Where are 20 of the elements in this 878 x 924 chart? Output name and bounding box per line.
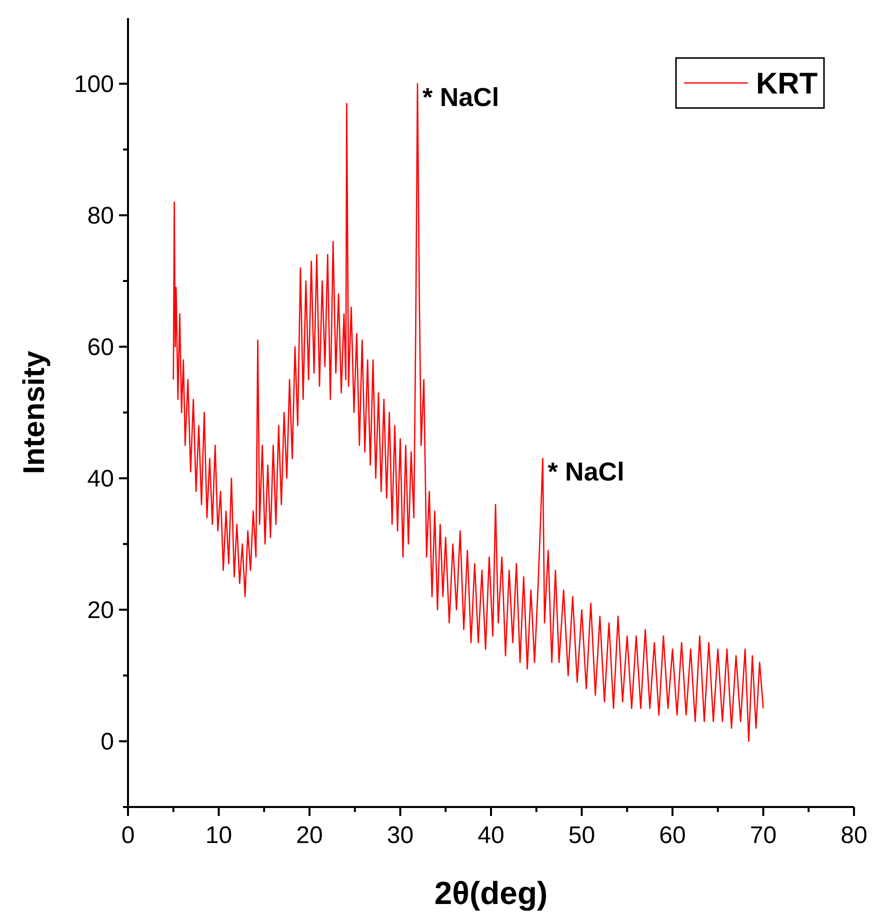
annotation: * NaCl: [422, 82, 500, 112]
y-tick-label: 100: [74, 71, 114, 98]
y-tick-label: 0: [100, 728, 114, 756]
x-tick-label: 60: [659, 822, 686, 849]
x-tick-label: 0: [121, 822, 135, 849]
x-tick-label: 50: [568, 822, 596, 849]
y-tick-label: 60: [87, 334, 114, 362]
x-tick-label: 40: [478, 822, 504, 849]
y-tick-label: 80: [87, 202, 114, 230]
x-tick-label: 20: [296, 822, 323, 849]
legend-label: KRT: [756, 68, 818, 100]
x-tick-label: 80: [840, 822, 868, 849]
y-tick-label: 20: [87, 597, 114, 624]
x-tick-label: 10: [205, 822, 232, 849]
y-axis-title: Intensity: [18, 350, 51, 474]
x-tick-label: 30: [386, 822, 414, 849]
y-tick-label: 40: [87, 466, 114, 493]
x-tick-label: 70: [750, 822, 777, 849]
annotation: * NaCl: [548, 456, 624, 487]
x-axis-title: 2θ(deg): [434, 875, 548, 911]
